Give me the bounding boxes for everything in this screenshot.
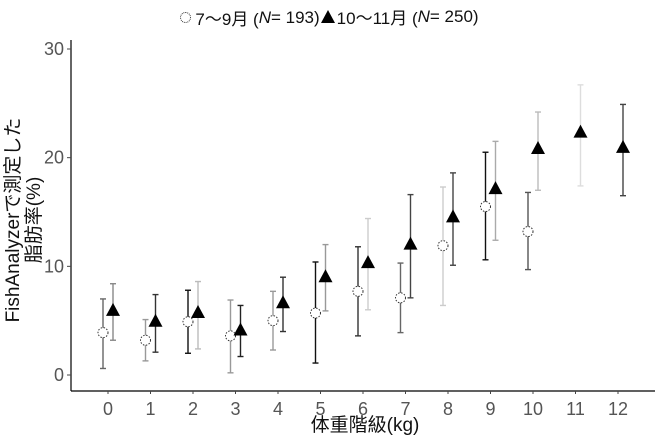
filled-triangle-marker [318,269,333,283]
x-tick-label: 0 [103,399,113,419]
filled-triangle-marker [446,209,460,223]
x-tick-label: 12 [608,399,628,419]
x-tick-label: 9 [485,399,495,419]
open-circle-marker [310,307,321,319]
filled-triangle-marker [191,305,205,319]
y-axis-label: FishAnalyzerで測定した 脂肪率(%) [3,70,53,370]
y-tick-label: 20 [44,148,64,168]
x-tick-label: 6 [358,399,368,419]
y-axis-label-line1: FishAnalyzerで測定した [3,117,24,323]
y-axis-label-line2: 脂肪率(%) [24,176,45,264]
filled-triangle-marker [361,255,375,269]
filled-triangle-marker [616,139,630,153]
filled-triangle-marker [276,295,290,309]
legend-count: = 193) [270,7,320,27]
legend-item-jul-sep: 7〜9月 (N = 193) [180,5,320,30]
filled-triangle-marker [233,322,248,336]
x-tick-label: 4 [273,399,283,419]
open-circle-marker [267,315,279,327]
filled-triangle-marker-icon [320,10,335,23]
open-circle-marker [480,201,491,213]
x-axis-label: 体重階級(kg) [310,415,420,436]
legend-item-oct-nov: 10〜11月 (N = 250) [320,4,479,29]
x-tick-label: 1 [145,399,155,419]
legend: 7〜9月 (N = 193) 10〜11月 (N = 250) [0,4,659,30]
x-tick-label: 3 [230,399,240,419]
filled-triangle-marker [488,181,503,195]
open-circle-marker [522,226,534,238]
x-tick-label: 10 [523,399,543,419]
open-circle-marker [225,330,236,342]
open-circle-marker [352,285,364,297]
filled-triangle-marker [106,302,120,316]
legend-label: 7〜9月 ( [195,10,259,29]
x-tick-label: 8 [443,399,453,419]
open-circle-marker [182,316,194,328]
filled-triangle-marker [148,313,163,327]
open-circle-marker [395,292,406,304]
y-tick-label: 0 [54,365,64,385]
x-tick-label: 7 [400,399,410,419]
open-circle-marker-icon [180,12,192,23]
x-tick-label: 5 [315,399,325,419]
open-circle-marker [140,334,151,346]
x-tick-label: 2 [188,399,198,419]
y-tick-label: 30 [44,39,64,59]
legend-count: = 250) [429,6,479,26]
filled-triangle-marker [573,124,588,138]
y-tick-label: 10 [44,256,64,276]
filled-triangle-marker [531,140,545,154]
filled-triangle-marker [403,236,418,250]
open-circle-marker [437,240,449,252]
x-tick-label: 11 [566,399,585,419]
legend-n-label: N [417,6,430,26]
open-circle-marker [97,327,109,339]
legend-n-label: N [258,7,271,27]
legend-label: 10〜11月 ( [336,9,418,28]
